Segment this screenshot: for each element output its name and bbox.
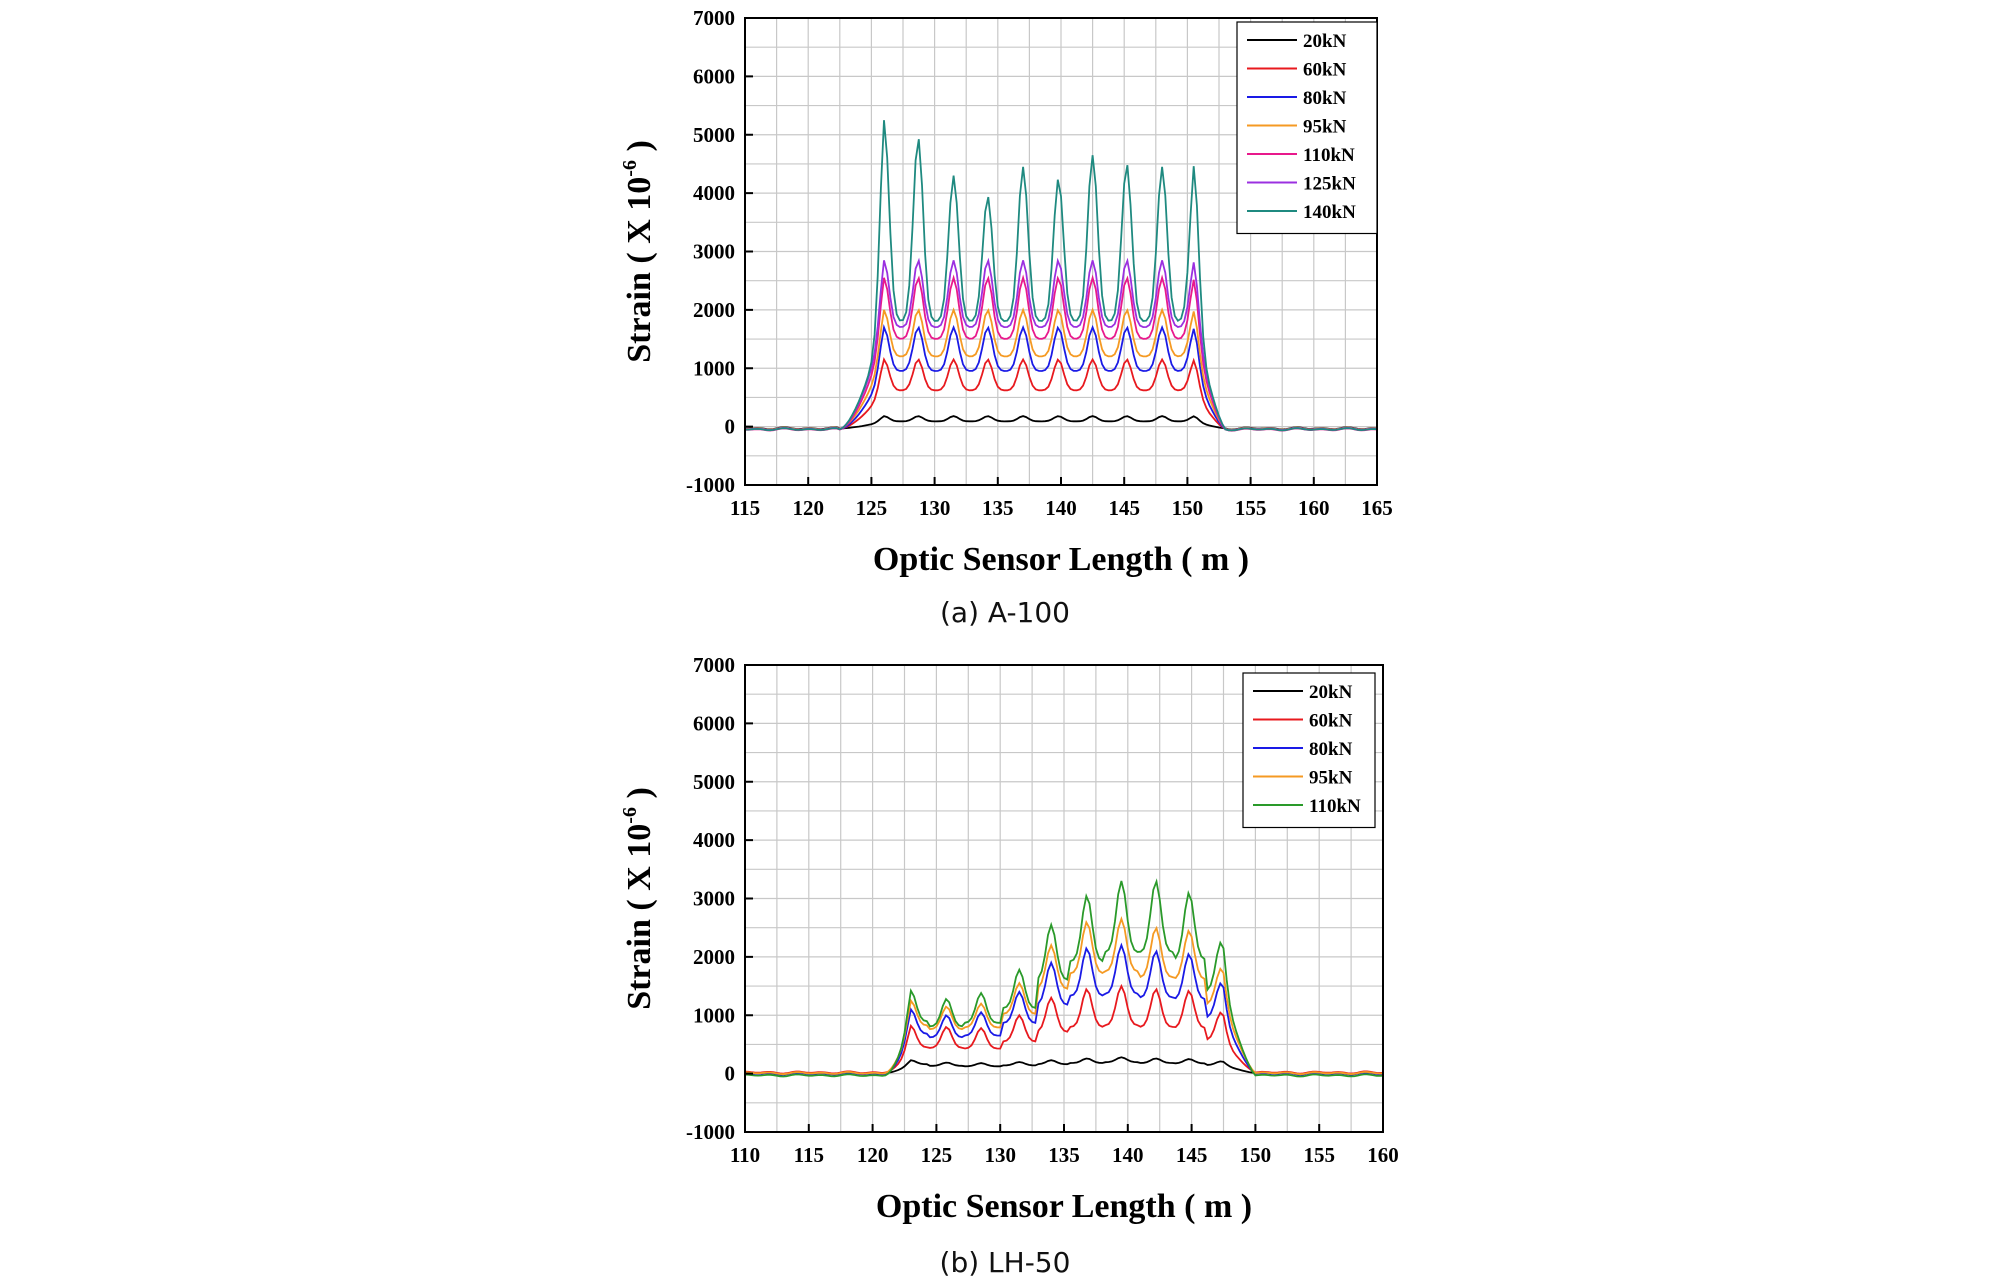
y-tick-label: 6000	[693, 711, 735, 735]
legend-box	[1236, 21, 1378, 235]
x-tick-label: 155	[1303, 1143, 1335, 1167]
chart-a100: 115 120 125 130 135 140 145 150 155 160 165 -1000 0 1…	[619, 6, 1393, 629]
chart-lh50: 110 115 120 125 130 135 140 145 150 155 160 -1000 0 1…	[619, 653, 1399, 1279]
legend-label: 95kN	[1309, 768, 1353, 789]
legend-label: 80kN	[1309, 739, 1353, 760]
series-lines	[745, 120, 1378, 432]
legend-label: 20kN	[1303, 31, 1347, 52]
y-tick-label: 3000	[693, 887, 735, 911]
x-tick-label: 145	[1176, 1143, 1208, 1167]
y-tick-label: 6000	[693, 64, 735, 88]
x-tick-label: 150	[1172, 496, 1204, 520]
legend-label: 60kN	[1309, 711, 1353, 732]
y-tick-label: 5000	[693, 123, 735, 147]
ticks: 110 115 120 125 130 135 140 145 150 155 160 -1000 0 1…	[686, 653, 1399, 1167]
legend-label: 110kN	[1309, 796, 1361, 817]
series-lines	[744, 878, 1384, 1078]
y-axis-title: Strain ( X 10-6 )	[619, 140, 658, 363]
x-tick-label: 140	[1112, 1143, 1144, 1167]
legend-label: 60kN	[1303, 60, 1347, 81]
legend: 20kN 60kN 80kN 95kN 110kN	[1242, 672, 1376, 829]
y-axis-title-close: )	[621, 787, 658, 807]
y-axis-title-exponent: -6	[619, 160, 641, 177]
series-line-95kN	[744, 916, 1384, 1076]
x-tick-label: 160	[1298, 496, 1330, 520]
x-tick-label: 150	[1240, 1143, 1272, 1167]
x-axis-title: Optic Sensor Length ( m )	[873, 541, 1249, 578]
x-tick-label: 130	[984, 1143, 1016, 1167]
y-axis-title-exponent: -6	[619, 807, 641, 824]
x-tick-label: 115	[730, 496, 760, 520]
x-tick-label: 110	[730, 1143, 760, 1167]
figure-caption: (a) A-100	[940, 596, 1070, 629]
legend-label: 80kN	[1303, 88, 1347, 109]
legend-label: 95kN	[1303, 117, 1347, 138]
x-tick-label: 160	[1367, 1143, 1399, 1167]
y-tick-label: 0	[725, 1062, 736, 1086]
x-tick-label: 120	[857, 1143, 889, 1167]
series-line-110kN	[744, 878, 1384, 1078]
x-tick-label: 140	[1045, 496, 1077, 520]
ticks: 115 120 125 130 135 140 145 150 155 160 165 -1000 0 1…	[686, 6, 1393, 520]
x-tick-label: 120	[792, 496, 824, 520]
y-tick-label: 4000	[693, 828, 735, 852]
y-tick-label: 1000	[693, 1003, 735, 1027]
x-tick-label: 145	[1108, 496, 1140, 520]
y-tick-label: 7000	[693, 6, 735, 30]
figure-caption: (b) LH-50	[940, 1246, 1071, 1279]
series-line-140kN	[745, 120, 1378, 432]
y-tick-label: 0	[725, 415, 736, 439]
y-tick-label: 5000	[693, 770, 735, 794]
x-tick-label: 135	[982, 496, 1014, 520]
y-tick-label: -1000	[686, 1120, 735, 1144]
x-tick-label: 165	[1361, 496, 1393, 520]
legend-label: 20kN	[1309, 682, 1353, 703]
x-tick-label: 155	[1235, 496, 1267, 520]
y-tick-label: 2000	[693, 298, 735, 322]
legend: 20kN 60kN 80kN 95kN 110kN 125kN 140kN	[1236, 21, 1378, 235]
y-axis-title: Strain ( X 10-6 )	[619, 787, 658, 1010]
legend-label: 110kN	[1303, 145, 1355, 166]
y-tick-label: 7000	[693, 653, 735, 677]
y-tick-label: 1000	[693, 356, 735, 380]
x-tick-label: 130	[919, 496, 951, 520]
legend-box	[1242, 672, 1376, 829]
y-tick-label: 2000	[693, 945, 735, 969]
y-tick-label: 4000	[693, 181, 735, 205]
x-tick-label: 125	[921, 1143, 953, 1167]
y-tick-label: -1000	[686, 473, 735, 497]
legend-label: 140kN	[1303, 202, 1356, 223]
y-axis-title-main: Strain ( X 10	[621, 824, 658, 1010]
x-tick-label: 135	[1048, 1143, 1080, 1167]
y-tick-label: 3000	[693, 240, 735, 264]
y-axis-title-main: Strain ( X 10	[621, 177, 658, 363]
legend-label: 125kN	[1303, 174, 1356, 195]
x-tick-label: 115	[794, 1143, 824, 1167]
y-axis-title-close: )	[621, 140, 658, 160]
x-tick-label: 125	[856, 496, 888, 520]
x-axis-title: Optic Sensor Length ( m )	[876, 1188, 1252, 1225]
